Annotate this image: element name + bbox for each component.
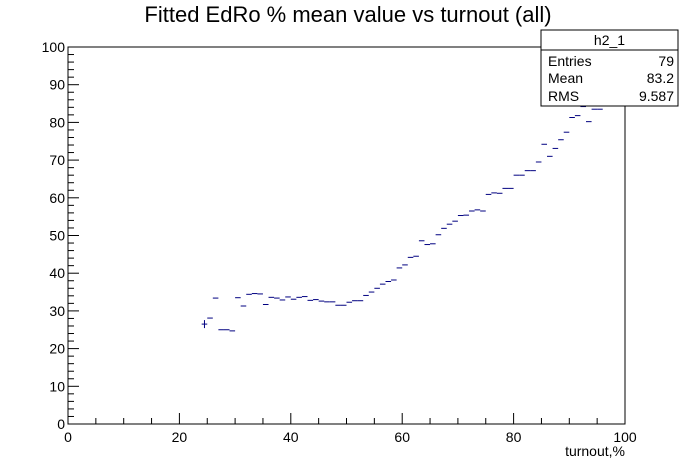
stats-box: h2_1 Entries 79 Mean 83.2 RMS 9.587 [540,29,679,107]
stats-rms-value: 9.587 [639,88,674,104]
stats-box-frame [540,29,679,107]
data-point [201,320,208,329]
x-tick-label: 60 [394,429,410,445]
x-axis: 0 20 40 60 80 100 [64,413,637,445]
y-tick-label: 100 [42,39,66,55]
stats-mean-label: Mean [548,70,583,86]
x-axis-label: turnout,% [565,443,625,459]
x-tick-label: 100 [613,429,637,445]
y-tick-label: 80 [49,114,65,130]
y-tick-label: 70 [49,152,65,168]
y-tick-label: 30 [49,303,65,319]
y-tick-label: 60 [49,190,65,206]
stats-entries-value: 79 [658,53,674,69]
x-tick-label: 80 [506,429,522,445]
x-tick-label: 0 [64,429,72,445]
y-tick-label: 0 [57,416,65,432]
data-points [201,106,603,332]
x-tick-label: 40 [283,429,299,445]
stats-box-name: h2_1 [594,32,625,48]
stats-mean-value: 83.2 [647,70,674,86]
y-tick-label: 90 [49,77,65,93]
stats-rms-label: RMS [548,88,579,104]
y-tick-label: 50 [49,228,65,244]
y-tick-label: 40 [49,265,65,281]
x-tick-label: 20 [172,429,188,445]
chart-title: Fitted EdRo % mean value vs turnout (all… [144,2,551,27]
y-axis: 0 10 20 30 40 50 60 70 80 90 100 [42,39,79,432]
y-tick-label: 20 [49,341,65,357]
stats-entries-label: Entries [548,53,592,69]
y-tick-label: 10 [49,378,65,394]
